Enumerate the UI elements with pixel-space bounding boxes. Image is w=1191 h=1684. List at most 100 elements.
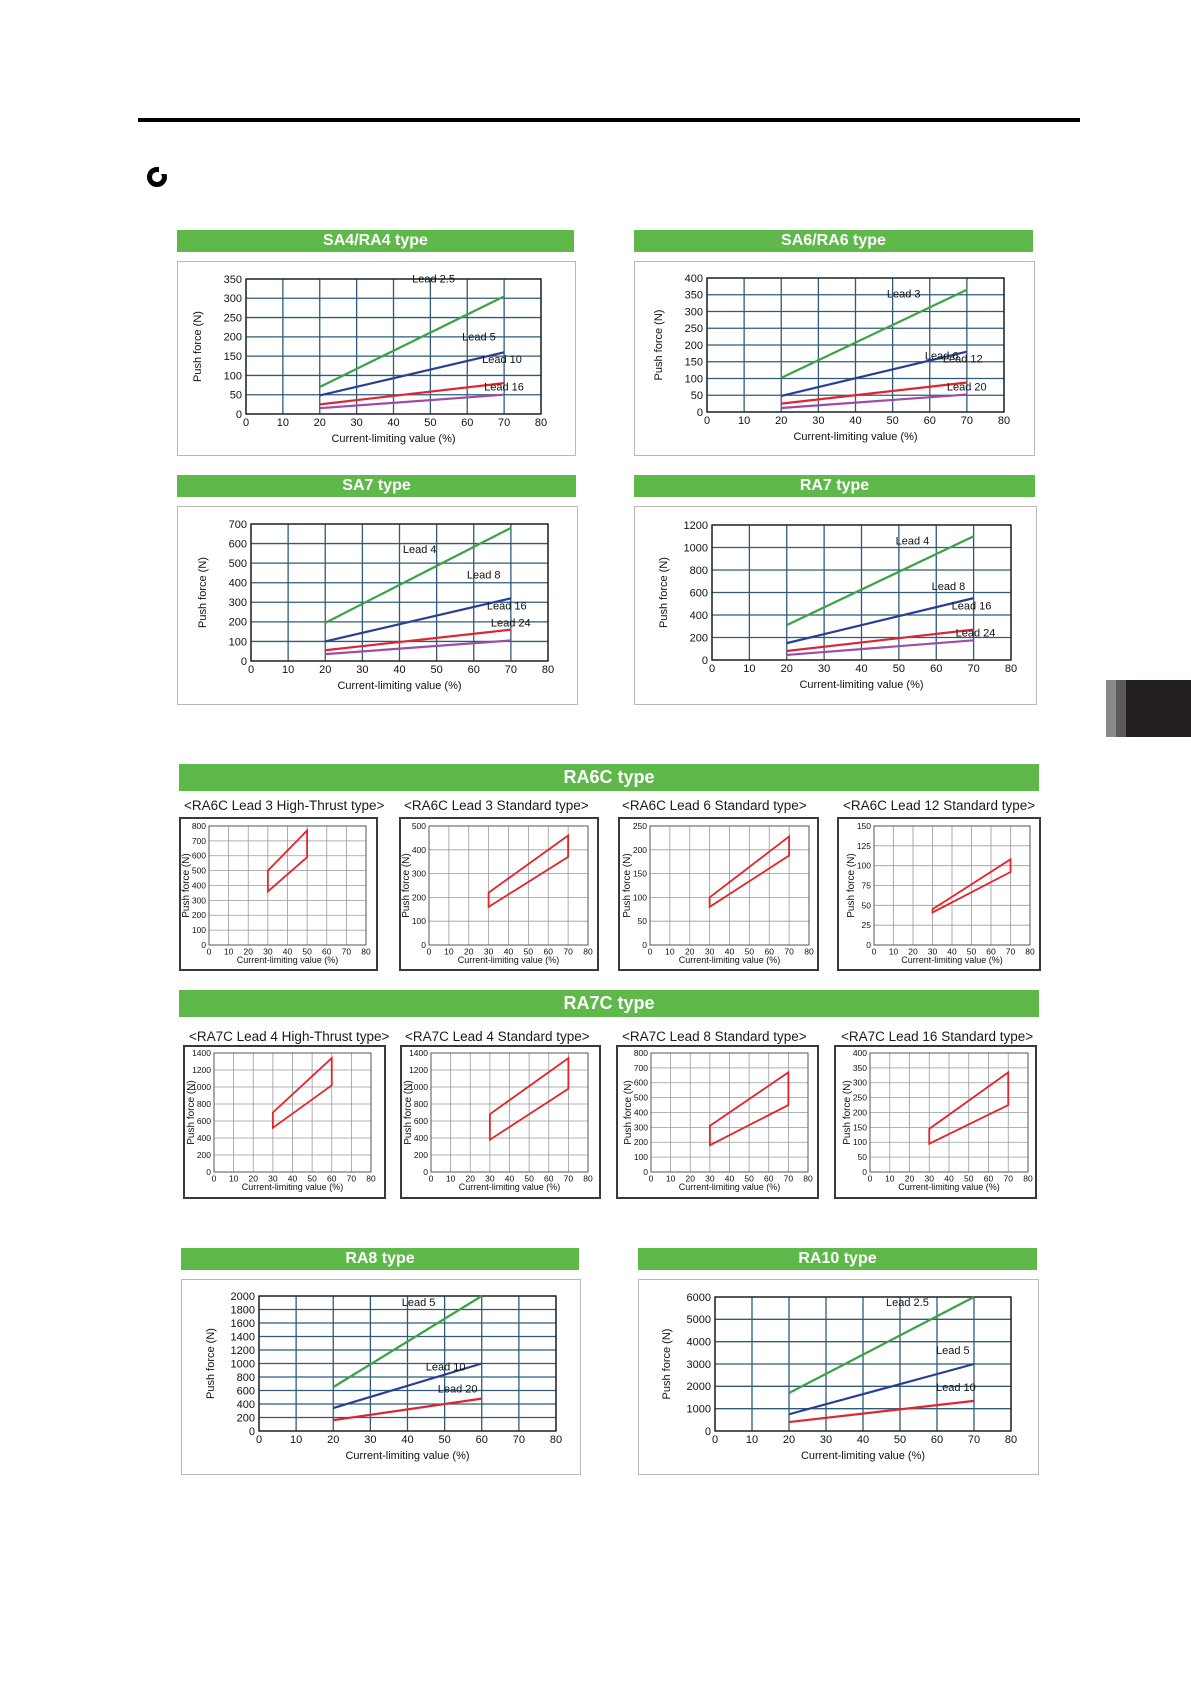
- top-rule: [138, 118, 1080, 122]
- plot-frame: [714, 1296, 1012, 1432]
- y-tick-label: 1200: [684, 520, 708, 532]
- x-tick-label: 80: [1005, 1434, 1017, 1446]
- x-tick-label: 80: [542, 664, 554, 676]
- series-line: [781, 393, 967, 410]
- y-tick-label: 100: [853, 1137, 867, 1147]
- operating-range-outline: [708, 834, 791, 909]
- y-tick-label: 500: [634, 1093, 648, 1103]
- series-label: Lead 5: [936, 1345, 970, 1357]
- y-tick-label: 1400: [192, 1048, 211, 1058]
- x-tick-label: 10: [665, 947, 675, 957]
- chart-title-bar: RA10 type: [638, 1248, 1037, 1270]
- y-tick-label: 200: [853, 1107, 867, 1117]
- y-tick-label: 250: [853, 1093, 867, 1103]
- chart-panel: 0 200 400 600 800 1000 1200 1400 1600 1800 2000 0 10…: [181, 1279, 581, 1475]
- series-label: Lead 4: [896, 535, 930, 547]
- operating-range-outline: [488, 1056, 570, 1142]
- x-tick-label: 20: [685, 947, 695, 957]
- plot-frame: [208, 825, 367, 946]
- y-axis-label: Push force (N): [181, 853, 192, 917]
- y-tick-label: 200: [224, 332, 242, 344]
- x-tick-label: 20: [908, 947, 918, 957]
- y-tick-label: 0: [206, 1167, 211, 1177]
- x-axis-label: Current-limiting value (%): [898, 1182, 1000, 1192]
- y-tick-label: 600: [229, 538, 247, 550]
- chart-ra6c-lead6-std: 0 50 100 150 200 250 0 10 20 30 40 50 60 70 80 Current-…: [622, 821, 814, 965]
- x-tick-label: 70: [1006, 947, 1016, 957]
- y-tick-label: 50: [230, 390, 242, 402]
- y-tick-label: 1000: [687, 1404, 711, 1416]
- y-tick-label: 125: [857, 841, 871, 851]
- plot-frame: [258, 1295, 557, 1432]
- x-tick-label: 70: [498, 417, 510, 429]
- y-tick-label: 400: [853, 1048, 867, 1058]
- x-axis-label: Current-limiting value (%): [345, 1450, 469, 1462]
- x-tick-label: 20: [775, 415, 787, 427]
- series-line: [788, 1362, 975, 1416]
- y-tick-label: 600: [197, 1116, 211, 1126]
- x-tick-label: 0: [427, 947, 432, 957]
- series-line: [332, 1295, 483, 1389]
- series-line: [319, 382, 505, 406]
- series-line: [780, 288, 968, 379]
- series-line: [325, 628, 511, 652]
- series-label: Lead 8: [467, 569, 501, 581]
- y-tick-label: 0: [236, 409, 242, 421]
- y-axis-label: Push force (N): [192, 311, 204, 382]
- chart-title-bar: RA7 type: [634, 475, 1035, 497]
- chart-sa7: 0 100 200 300 400 500 600 700 0 10 20 30 40 50 60 70 80 C…: [197, 519, 554, 692]
- x-tick-label: 50: [967, 947, 977, 957]
- x-tick-label: 0: [868, 1174, 873, 1184]
- x-tick-label: 20: [686, 1174, 696, 1184]
- y-tick-label: 150: [633, 869, 647, 879]
- plot-frame: [650, 1052, 809, 1173]
- x-tick-label: 80: [804, 947, 814, 957]
- y-tick-label: 200: [690, 632, 708, 644]
- y-tick-label: 400: [229, 578, 247, 590]
- y-tick-label: 200: [633, 845, 647, 855]
- x-tick-label: 30: [818, 663, 830, 675]
- x-axis-label: Current-limiting value (%): [793, 431, 917, 443]
- chart-title-bar: SA6/RA6 type: [634, 230, 1033, 252]
- x-tick-label: 60: [468, 664, 480, 676]
- x-tick-label: 80: [583, 1174, 593, 1184]
- x-tick-label: 40: [504, 947, 514, 957]
- subchart-panel: 0 100 200 300 400 500 0 10 20 30 40 50 60 70 80 Current…: [399, 817, 599, 971]
- subchart-title: <RA6C Lead 3 Standard type>: [404, 798, 589, 813]
- y-tick-label: 800: [634, 1048, 648, 1058]
- y-tick-label: 100: [633, 892, 647, 902]
- y-tick-label: 600: [237, 1385, 255, 1397]
- x-tick-label: 0: [712, 1434, 718, 1446]
- y-tick-label: 300: [853, 1078, 867, 1088]
- chart-title-bar: SA7 type: [177, 475, 576, 497]
- x-tick-label: 70: [513, 1434, 525, 1446]
- x-tick-label: 20: [327, 1434, 339, 1446]
- y-axis-label: Push force (N): [205, 1328, 217, 1399]
- series-line: [325, 639, 511, 656]
- x-tick-label: 10: [290, 1434, 302, 1446]
- operating-range-outline: [266, 828, 309, 894]
- series-line: [319, 295, 505, 388]
- plot-frame: [873, 825, 1031, 946]
- y-tick-label: 200: [414, 1150, 428, 1160]
- series-line: [324, 526, 512, 624]
- y-tick-label: 300: [634, 1122, 648, 1132]
- y-tick-label: 700: [229, 519, 247, 531]
- plot-frame: [649, 825, 810, 946]
- y-tick-label: 0: [862, 1167, 867, 1177]
- x-tick-label: 60: [986, 947, 996, 957]
- x-tick-label: 10: [229, 1174, 239, 1184]
- y-tick-label: 200: [197, 1150, 211, 1160]
- series-line: [786, 535, 975, 627]
- series-label: Lead 3: [887, 289, 921, 301]
- y-tick-label: 200: [192, 910, 206, 920]
- x-tick-label: 70: [1004, 1174, 1014, 1184]
- x-tick-label: 20: [249, 1174, 259, 1184]
- y-tick-label: 200: [229, 617, 247, 629]
- x-tick-label: 30: [820, 1434, 832, 1446]
- x-tick-label: 70: [784, 1174, 794, 1184]
- series-line: [788, 1296, 975, 1395]
- y-tick-label: 0: [702, 655, 708, 667]
- series-label: Lead 5: [402, 1297, 436, 1309]
